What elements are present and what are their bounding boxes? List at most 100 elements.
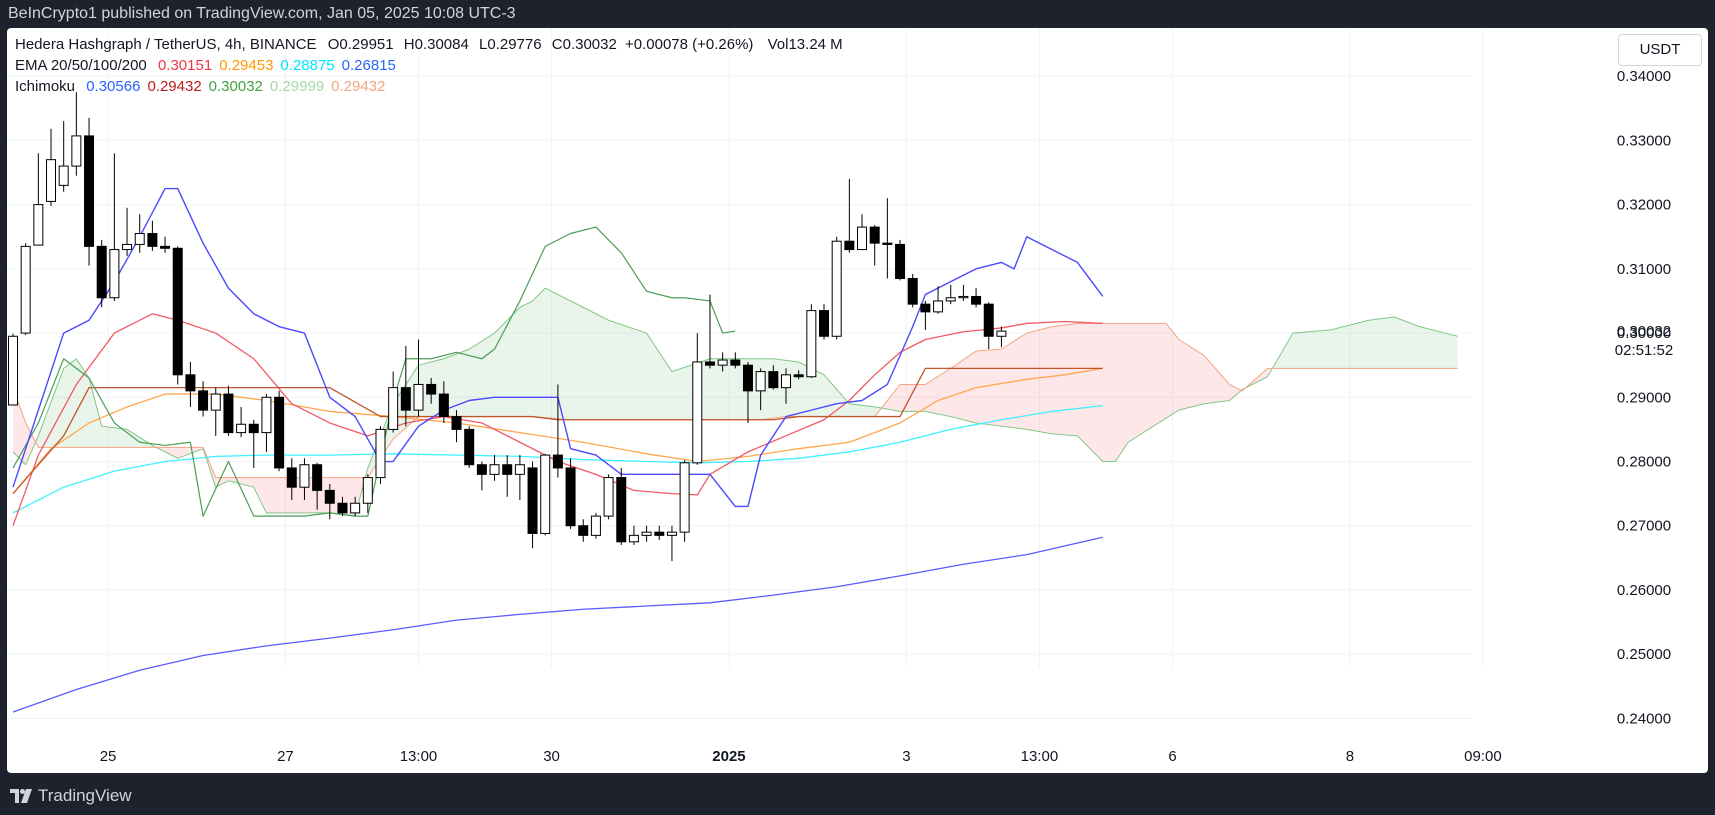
ichimoku-legend[interactable]: Ichimoku 0.30566 0.29432 0.30032 0.29999 0.2… <box>15 78 399 95</box>
candle-body-down <box>527 467 538 534</box>
candle-body-down <box>248 423 259 434</box>
candle <box>464 426 475 468</box>
candle-body-down <box>907 277 918 305</box>
candle <box>666 525 677 562</box>
price-tick-label: 0.26000 <box>1617 582 1671 599</box>
candle-body-down <box>768 371 779 389</box>
candle-body-up <box>122 243 133 251</box>
candle <box>628 525 639 546</box>
candle-body-down <box>983 303 994 337</box>
candle <box>895 239 906 281</box>
candle-body-down <box>654 531 665 536</box>
candle-body-up <box>109 249 120 299</box>
candle-body-up <box>831 240 842 337</box>
currency-unit-button[interactable]: USDT <box>1618 34 1702 66</box>
candle <box>590 512 601 539</box>
senkou-span-b-line <box>12 322 1458 479</box>
candle <box>831 236 842 340</box>
candle-body-up <box>261 396 272 434</box>
candle-body-up <box>692 361 703 464</box>
candle-body-up <box>8 335 18 406</box>
candle <box>654 525 665 540</box>
candle <box>20 243 31 335</box>
candle-body-up <box>958 295 969 299</box>
candle-body-down <box>84 135 95 247</box>
candle-body-down <box>274 396 285 469</box>
time-tick-label: 13:00 <box>400 748 438 765</box>
ema-200-line <box>12 536 1103 713</box>
candle <box>337 496 348 517</box>
candle <box>958 284 969 301</box>
time-tick-label: 13:00 <box>1021 748 1059 765</box>
price-tick-label: 0.33000 <box>1617 132 1671 149</box>
candle <box>223 385 234 436</box>
candle <box>882 198 893 279</box>
candle-body-up <box>362 477 373 504</box>
candle <box>286 458 297 501</box>
ichimoku-values: 0.30566 0.29432 0.30032 0.29999 0.29432 <box>86 78 392 95</box>
bearish-cloud-segment <box>158 447 368 517</box>
candle-body-down <box>426 383 437 395</box>
ema-label: EMA 20/50/100/200 <box>15 57 147 74</box>
price-chart[interactable]: 25 27 13:00 30 2025 3 13:00 6 8 09:00 0.24000 0.25… <box>7 28 1708 773</box>
candle-body-down <box>464 428 475 466</box>
candle-body-down <box>400 387 411 411</box>
bullish-cloud-segment <box>1273 317 1458 369</box>
candle <box>717 352 728 372</box>
ohlc-high: H0.30084 <box>403 36 469 53</box>
ema-50-line <box>12 367 1103 495</box>
ichimoku-value-4: 0.29999 <box>269 78 325 95</box>
candle-body-down <box>502 464 513 475</box>
tradingview-logo[interactable]: TradingView <box>10 776 132 815</box>
time-tick-label: 30 <box>543 748 560 765</box>
candle <box>84 117 95 266</box>
candle <box>527 461 538 549</box>
candle <box>540 453 551 536</box>
candle-body-up <box>641 531 652 536</box>
ema-values: 0.30151 0.29453 0.28875 0.26815 <box>158 57 403 74</box>
last-price-label: 0.30032 <box>1617 323 1671 340</box>
candle <box>578 519 589 542</box>
candle <box>46 128 57 206</box>
candle <box>362 474 373 513</box>
candle-body-down <box>286 467 297 488</box>
candle <box>426 378 437 404</box>
candle <box>983 302 994 350</box>
candle-body-up <box>210 393 221 411</box>
candle <box>350 496 361 517</box>
ichimoku-value-1: 0.30566 <box>86 78 141 95</box>
candle <box>502 455 513 497</box>
candle-body-down <box>869 226 880 244</box>
ohlc-low: L0.29776 <box>479 36 542 53</box>
candle <box>806 304 817 379</box>
candle-body-down <box>793 374 804 378</box>
time-tick-label: 09:00 <box>1464 748 1502 765</box>
candle <box>375 426 386 484</box>
candle <box>489 455 500 481</box>
bullish-cloud-segment <box>367 288 885 478</box>
candle <box>780 368 791 404</box>
candle-body-down <box>742 364 753 392</box>
tradingview-brand: TradingView <box>38 786 132 805</box>
symbol-name: Hedera Hashgraph / TetherUS, 4h, BINANCE <box>15 36 317 53</box>
candle-body-up <box>375 428 386 479</box>
volume-value: Vol13.24 M <box>767 36 843 53</box>
candle <box>755 368 766 411</box>
candle-body-up <box>20 245 31 334</box>
ichimoku-label: Ichimoku <box>15 78 76 95</box>
candle <box>413 339 424 417</box>
price-tags: 0.30032 02:51:52 <box>1615 323 1673 359</box>
tenkan-sen-line <box>12 187 1104 508</box>
price-tick-label: 0.28000 <box>1617 454 1671 471</box>
candle-body-up <box>945 297 956 302</box>
ema-legend[interactable]: EMA 20/50/100/200 0.30151 0.29453 0.28875 0… <box>15 57 410 74</box>
candle <box>172 246 183 385</box>
chart-panel[interactable]: 25 27 13:00 30 2025 3 13:00 6 8 09:00 0.24000 0.25… <box>7 28 1708 773</box>
price-tick-label: 0.32000 <box>1617 197 1671 214</box>
tradingview-logo-icon <box>10 788 32 803</box>
ema-value-4: 0.26815 <box>341 57 396 74</box>
candle-body-down <box>96 245 107 299</box>
ichimoku-value-2: 0.29432 <box>147 78 202 95</box>
candle-body-up <box>755 371 766 392</box>
time-axis: 25 27 13:00 30 2025 3 13:00 6 8 09:00 <box>100 748 1502 765</box>
